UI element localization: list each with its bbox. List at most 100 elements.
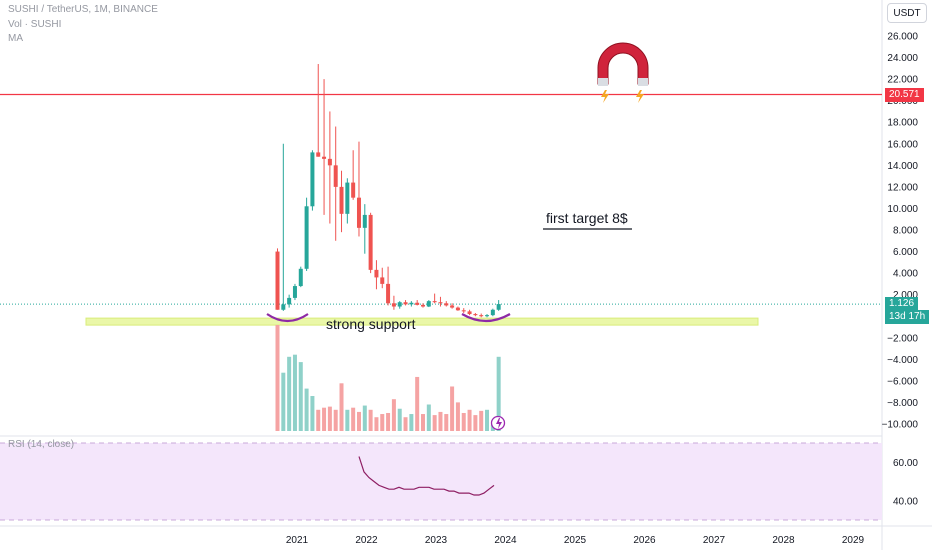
volume-bar [292,354,297,431]
ma-legend[interactable]: MA [8,33,23,44]
candle-body [415,302,420,305]
candle-body [490,309,495,316]
price-tick-label: 14.000 [887,161,918,172]
candle-body [386,283,391,304]
candle-body [287,297,292,305]
time-tick-label: 2024 [494,535,517,546]
resistance-price-badge: 20.571 [885,87,924,102]
candle-body [310,152,315,207]
volume-bar [368,409,373,431]
volume-bar [432,415,437,431]
support-band [85,317,759,326]
candle-body [292,286,297,298]
magnet-icon [597,42,649,85]
candle-body [438,302,443,304]
volume-bar [444,414,449,431]
price-tick-label: 8.000 [893,226,918,237]
support-annotation: strong support [326,316,416,332]
price-tick-label: 26.000 [887,32,918,43]
volume-bar [438,411,443,431]
candle-body [421,304,425,307]
volume-bar [455,402,460,431]
volume-bar [450,386,455,431]
candle-body [455,307,460,311]
volume-bar [345,409,350,431]
time-tick-label: 2026 [633,535,656,546]
price-tick-label: −6.000 [887,376,918,387]
candle-body [426,301,431,307]
price-tick-label: −4.000 [887,355,918,366]
magnet-tip-right [638,78,648,86]
price-tick-label: 6.000 [893,247,918,258]
currency-button[interactable]: USDT [887,3,927,23]
volume-bar [467,409,472,431]
candle-body [339,186,344,214]
candle-body [473,314,478,316]
spark-icon-right [636,90,644,103]
candle-body [450,305,455,308]
candle-body [479,315,484,317]
volume-bar [415,376,420,431]
volume-bar [473,415,478,431]
price-tick-label: 10.000 [887,204,918,215]
time-tick-label: 2021 [286,535,309,546]
candle-body [333,165,338,187]
candle-body [327,158,332,166]
candle-body [391,303,396,307]
volume-bar [362,405,367,431]
volume-bar [287,356,292,431]
price-tick-label: 16.000 [887,139,918,150]
time-tick-label: 2027 [703,535,726,546]
price-tick-label: 2.000 [893,290,918,301]
candle-body [345,182,350,214]
volume-bar [322,407,327,431]
time-tick-label: 2025 [564,535,587,546]
volume-bar [426,404,431,431]
candle-body [316,152,321,157]
candle-body [380,277,385,284]
candle-body [374,269,379,278]
volume-bar [397,408,402,431]
volume-bar [356,411,361,431]
candle-body [298,268,303,287]
volume-bar [409,414,414,431]
volume-legend[interactable]: Vol · SUSHI [8,19,62,30]
candle-body [461,310,466,312]
lightning-icon [496,418,502,429]
price-tick-label: 4.000 [893,269,918,280]
target-annotation: first target 8$ [546,210,628,226]
spark-icon-left [601,90,609,103]
volume-bar [391,399,396,431]
candle-body [444,303,449,306]
volume-bar [403,417,408,431]
candle-body [351,182,356,198]
price-tick-label: 20.000 [887,96,918,107]
volume-bar [351,407,356,431]
candle-body [409,302,414,305]
time-tick-label: 2022 [355,535,378,546]
volume-bar [386,412,391,431]
volume-bar [374,417,379,431]
rsi-tick-label: 60.00 [893,458,918,469]
price-tick-label: −10.000 [882,420,919,431]
candle-body [362,214,367,228]
time-tick-label: 2028 [772,535,795,546]
price-tick-label: 24.000 [887,53,918,64]
bar-countdown-badge: 13d 17h [885,310,930,325]
price-tick-label: −2.000 [887,333,918,344]
price-tick-label: 22.000 [887,75,918,86]
rsi-tick-label: 40.00 [893,496,918,507]
rsi-band [0,443,882,520]
rsi-legend[interactable]: RSI (14, close) [8,439,75,450]
candle-body [368,214,373,270]
time-tick-label: 2029 [842,535,865,546]
candle-body [397,302,402,307]
candle-body [356,197,361,228]
volume-bar [339,383,344,431]
candle-body [467,311,472,315]
candle-body [403,302,408,305]
price-tick-label: −8.000 [887,398,918,409]
symbol-legend[interactable]: SUSHI / TetherUS, 1M, BINANCE [8,4,158,15]
